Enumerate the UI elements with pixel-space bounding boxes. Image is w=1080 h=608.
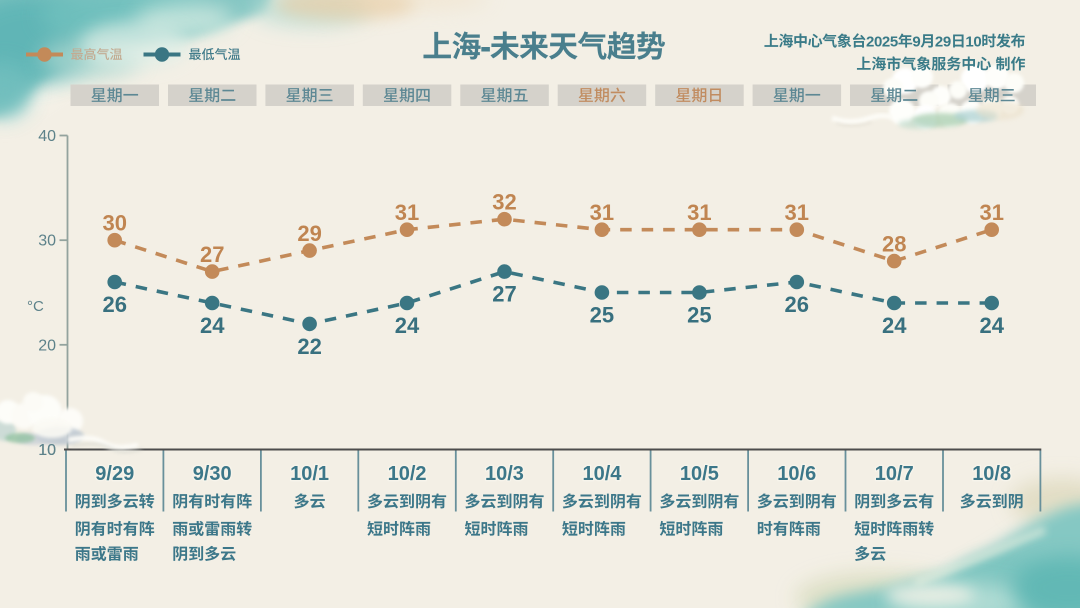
svg-text:24: 24: [395, 313, 420, 338]
svg-text:20: 20: [38, 337, 56, 354]
svg-text:31: 31: [979, 200, 1003, 225]
svg-text:2025: 2025: [866, 33, 898, 50]
svg-text:10/6: 10/6: [777, 463, 816, 485]
svg-text:28: 28: [882, 232, 906, 257]
svg-text:30: 30: [102, 211, 126, 236]
svg-text:10/2: 10/2: [388, 463, 427, 485]
svg-text:31: 31: [395, 200, 419, 225]
svg-text:10: 10: [965, 33, 981, 50]
svg-text:27: 27: [200, 242, 224, 267]
svg-text:10: 10: [38, 442, 56, 459]
svg-text:10: 10: [38, 442, 56, 459]
svg-text:10/7: 10/7: [875, 463, 914, 485]
svg-text:24: 24: [200, 313, 225, 338]
svg-text:9: 9: [912, 33, 920, 50]
svg-text:30: 30: [38, 233, 56, 250]
svg-text:31: 31: [590, 200, 614, 225]
svg-text:10/1: 10/1: [290, 463, 329, 485]
svg-text:°C: °C: [27, 298, 44, 315]
svg-text:10/8: 10/8: [972, 463, 1011, 485]
svg-text:9/29: 9/29: [95, 463, 134, 485]
svg-text:24: 24: [882, 313, 907, 338]
svg-text:25: 25: [590, 303, 614, 328]
svg-text:32: 32: [492, 190, 516, 215]
svg-text:31: 31: [785, 200, 809, 225]
svg-text:10/4: 10/4: [583, 463, 623, 485]
svg-text:40: 40: [38, 128, 56, 145]
svg-text:22: 22: [297, 334, 321, 359]
svg-text:29: 29: [935, 33, 951, 50]
svg-text:26: 26: [102, 292, 126, 317]
svg-text:9/30: 9/30: [193, 463, 232, 485]
svg-text:-: -: [481, 31, 490, 64]
svg-text:24: 24: [979, 313, 1004, 338]
svg-text:31: 31: [687, 200, 711, 225]
svg-text:26: 26: [785, 292, 809, 317]
svg-text:25: 25: [687, 303, 711, 328]
svg-text:10/5: 10/5: [680, 463, 719, 485]
svg-text:10/3: 10/3: [485, 463, 524, 485]
svg-text:27: 27: [492, 282, 516, 307]
svg-text:29: 29: [297, 221, 321, 246]
